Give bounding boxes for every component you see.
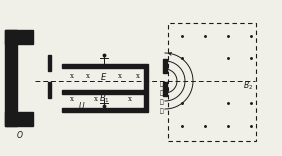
Text: 核: 核 (160, 81, 164, 87)
Bar (62, 90, 144, 94)
Bar (163, 82, 167, 96)
Text: x: x (94, 95, 98, 103)
Bar (163, 59, 167, 73)
Bar (62, 64, 144, 68)
Bar (5, 30, 17, 126)
Text: 磁: 磁 (160, 90, 164, 96)
Bar (5, 30, 33, 44)
Bar (48, 55, 51, 71)
Text: $E$: $E$ (100, 71, 108, 81)
Bar (5, 112, 33, 126)
Text: 胶: 胶 (160, 99, 164, 105)
Bar (168, 23, 256, 141)
Text: $B_1$: $B_1$ (99, 93, 109, 105)
Bar (48, 82, 51, 98)
Text: x: x (128, 95, 132, 103)
Text: $O$: $O$ (16, 129, 24, 140)
Text: x: x (70, 95, 74, 103)
Text: x: x (118, 72, 122, 80)
Bar (62, 108, 144, 112)
Text: x: x (136, 72, 140, 80)
Text: x: x (86, 72, 90, 80)
Bar (144, 64, 148, 112)
Text: $U$: $U$ (78, 100, 86, 111)
Text: 片: 片 (160, 108, 164, 114)
Text: x: x (70, 72, 74, 80)
Text: $B_2$: $B_2$ (243, 80, 253, 92)
